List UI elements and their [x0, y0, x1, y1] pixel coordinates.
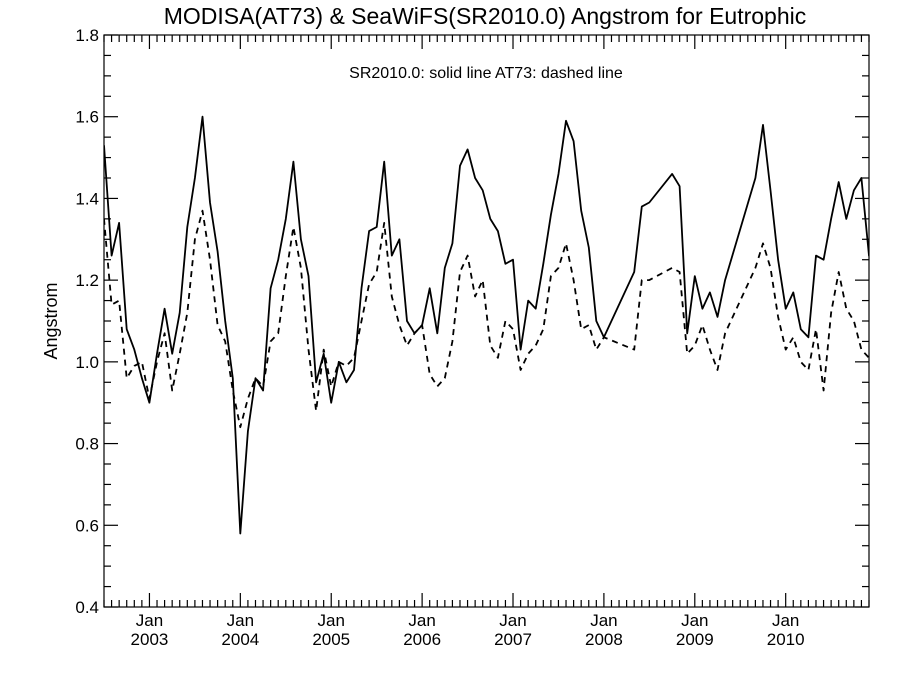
y-tick-label: 0.8 [75, 435, 99, 454]
x-tick-month-label: Jan [136, 611, 163, 630]
x-tick-year-label: 2005 [312, 630, 350, 649]
x-tick-year-label: 2007 [494, 630, 532, 649]
x-tick-month-label: Jan [408, 611, 435, 630]
y-tick-label: 1.4 [75, 189, 99, 208]
x-tick-year-label: 2010 [767, 630, 805, 649]
y-tick-label: 0.6 [75, 516, 99, 535]
y-tick-label: 1.2 [75, 271, 99, 290]
x-tick-year-label: 2009 [676, 630, 714, 649]
x-tick-month-label: Jan [772, 611, 799, 630]
chart-title: MODISA(AT73) & SeaWiFS(SR2010.0) Angstro… [164, 3, 807, 29]
y-axis-ticks: 0.4 0.6 0.8 1.0 1.2 1.4 1.6 1.8 [75, 26, 869, 617]
series-line-sr2010-solid [104, 115, 869, 535]
series-line-at73-dashed [104, 209, 869, 429]
x-tick-year-label: 2008 [585, 630, 623, 649]
y-tick-label: 1.8 [75, 26, 99, 45]
x-tick-month-label: Jan [318, 611, 345, 630]
x-tick-month-label: Jan [227, 611, 254, 630]
y-tick-label: 1.6 [75, 108, 99, 127]
x-tick-year-label: 2004 [221, 630, 259, 649]
x-axis-ticks: Jan2003Jan2004Jan2005Jan2006Jan2007Jan20… [103, 35, 870, 649]
x-tick-year-label: 2006 [403, 630, 441, 649]
x-tick-year-label: 2003 [131, 630, 169, 649]
y-tick-label: 0.4 [75, 598, 99, 617]
y-axis-label: Angstrom [41, 282, 61, 359]
series-layer [104, 115, 869, 535]
x-tick-month-label: Jan [590, 611, 617, 630]
x-tick-month-label: Jan [499, 611, 526, 630]
line-style-legend: SR2010.0: solid line AT73: dashed line [349, 65, 623, 82]
plot-frame [103, 34, 870, 608]
x-tick-month-label: Jan [681, 611, 708, 630]
y-tick-label: 1.0 [75, 353, 99, 372]
